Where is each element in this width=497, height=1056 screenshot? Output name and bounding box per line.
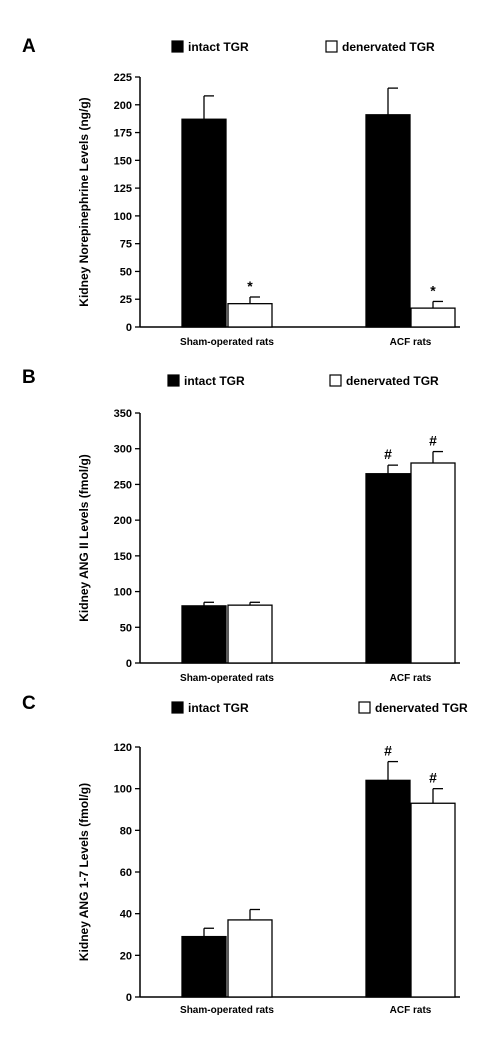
bar — [365, 779, 411, 998]
y-tick-label: 20 — [120, 950, 132, 962]
y-tick-label: 100 — [114, 587, 132, 599]
y-tick-label: 225 — [114, 72, 132, 84]
y-tick-label: 75 — [120, 239, 132, 251]
bar — [181, 605, 227, 664]
y-axis-label: Kidney Norepinephrine Levels (ng/g) — [77, 97, 91, 306]
bar — [410, 307, 456, 328]
significance-marker: # — [384, 743, 392, 759]
y-tick-label: 200 — [114, 515, 132, 527]
legend-label: denervated TGR — [342, 40, 435, 54]
y-tick-label: 250 — [114, 479, 132, 491]
y-tick-label: 100 — [114, 784, 132, 796]
legend-swatch — [171, 701, 184, 714]
y-tick-label: 350 — [114, 408, 132, 420]
bar — [181, 118, 227, 328]
y-tick-label: 40 — [120, 909, 132, 921]
significance-marker: # — [429, 433, 437, 449]
legend-label: denervated TGR — [375, 701, 468, 715]
y-axis-label: Kidney ANG II Levels (fmol/g) — [77, 454, 91, 622]
bar — [227, 303, 273, 328]
bar — [365, 473, 411, 664]
x-category-label: Sham-operated rats — [180, 1005, 274, 1016]
y-tick-label: 0 — [126, 992, 132, 1004]
legend-swatch — [325, 40, 338, 53]
legend-swatch — [167, 374, 180, 387]
significance-marker: * — [430, 282, 436, 298]
legend-swatch — [358, 701, 371, 714]
y-tick-label: 125 — [114, 183, 132, 195]
y-tick-label: 80 — [120, 825, 132, 837]
y-tick-label: 60 — [120, 867, 132, 879]
y-axis-label: Kidney ANG 1-7 Levels (fmol/g) — [77, 783, 91, 961]
panel-letter: C — [22, 693, 36, 714]
x-category-label: ACF rats — [390, 673, 432, 684]
significance-marker: * — [247, 278, 253, 294]
legend-swatch — [329, 374, 342, 387]
bar — [410, 802, 456, 998]
x-category-label: ACF rats — [390, 337, 432, 348]
y-tick-label: 150 — [114, 155, 132, 167]
bar — [227, 919, 273, 998]
panel-letter: B — [22, 367, 36, 388]
bar — [365, 114, 411, 328]
y-tick-label: 0 — [126, 322, 132, 334]
y-tick-label: 200 — [114, 100, 132, 112]
significance-marker: # — [429, 770, 437, 786]
legend-label: intact TGR — [188, 40, 249, 54]
bar — [181, 935, 227, 998]
panel-letter: A — [22, 36, 36, 57]
x-category-label: Sham-operated rats — [180, 337, 274, 348]
y-tick-label: 175 — [114, 128, 132, 140]
bar — [410, 462, 456, 664]
legend-swatch — [171, 40, 184, 53]
y-tick-label: 300 — [114, 444, 132, 456]
x-category-label: Sham-operated rats — [180, 673, 274, 684]
y-tick-label: 0 — [126, 658, 132, 670]
y-tick-label: 150 — [114, 551, 132, 563]
y-tick-label: 50 — [120, 266, 132, 278]
y-tick-label: 120 — [114, 742, 132, 754]
y-tick-label: 25 — [120, 294, 132, 306]
y-tick-label: 100 — [114, 211, 132, 223]
legend-label: denervated TGR — [346, 374, 439, 388]
legend-label: intact TGR — [184, 374, 245, 388]
x-category-label: ACF rats — [390, 1005, 432, 1016]
legend-label: intact TGR — [188, 701, 249, 715]
y-tick-label: 50 — [120, 622, 132, 634]
significance-marker: # — [384, 446, 392, 462]
bar — [227, 604, 273, 664]
